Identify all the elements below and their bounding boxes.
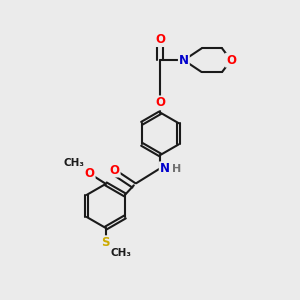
Text: N: N: [179, 54, 189, 67]
Text: O: O: [85, 167, 94, 180]
Text: O: O: [226, 54, 236, 67]
Text: O: O: [155, 96, 165, 110]
Text: O: O: [110, 164, 120, 176]
Text: S: S: [102, 236, 110, 249]
Text: H: H: [172, 164, 181, 174]
Text: N: N: [160, 162, 170, 175]
Text: CH₃: CH₃: [110, 248, 131, 258]
Text: O: O: [155, 33, 165, 46]
Text: CH₃: CH₃: [64, 158, 85, 168]
